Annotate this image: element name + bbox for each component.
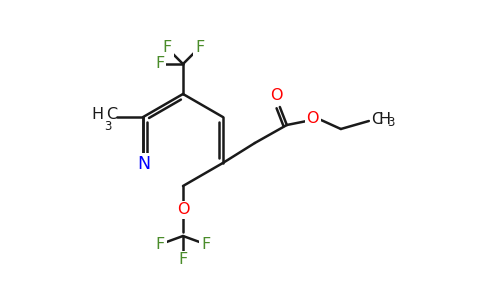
Text: 3: 3	[387, 116, 394, 128]
Text: F: F	[195, 40, 204, 55]
Text: O: O	[271, 88, 283, 103]
Text: F: F	[156, 237, 165, 252]
Text: H: H	[379, 112, 391, 127]
Text: O: O	[306, 110, 319, 125]
Text: 3: 3	[104, 119, 111, 133]
Text: N: N	[137, 155, 151, 173]
Text: O: O	[177, 202, 189, 217]
Text: F: F	[155, 56, 165, 71]
Text: F: F	[163, 40, 172, 55]
Text: H: H	[91, 107, 103, 122]
Text: C: C	[371, 112, 382, 127]
Text: C: C	[106, 107, 118, 122]
Text: F: F	[179, 253, 188, 268]
Text: F: F	[201, 237, 211, 252]
